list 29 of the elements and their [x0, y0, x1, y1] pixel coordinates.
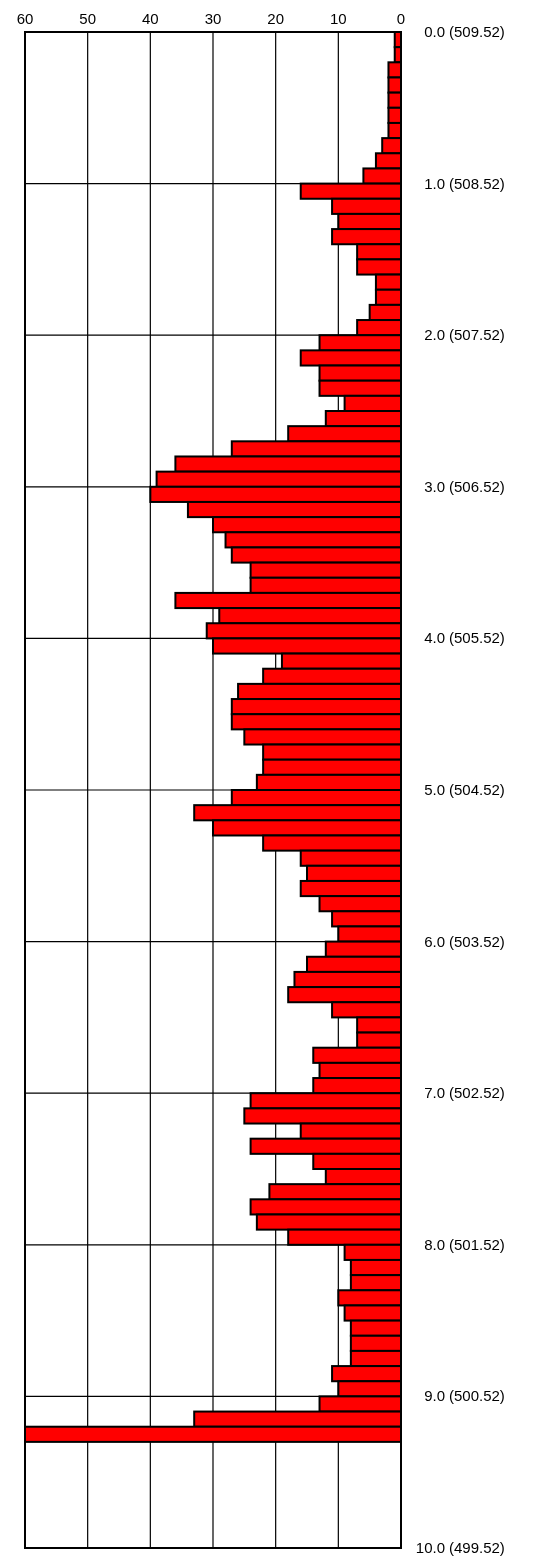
x-tick-label: 0 — [396, 10, 406, 27]
y2-tick-label: (500.52) — [449, 1387, 505, 1405]
y-tick-label: 0.0 — [424, 23, 445, 40]
y2-tick-label: (505.52) — [449, 629, 505, 647]
x-tick-label: 60 — [16, 10, 34, 27]
y-tick-label: 3.0 — [424, 477, 445, 495]
x-tick-label: 50 — [79, 10, 97, 27]
y-tick-label: 2.0 — [424, 326, 445, 344]
y-tick-label: 8.0 — [424, 1235, 445, 1253]
y-tick-label: 6.0 — [424, 932, 445, 950]
x-tick-label: 10 — [329, 10, 347, 27]
y-tick-label: 7.0 — [424, 1084, 445, 1102]
y2-tick-label: (503.52) — [449, 932, 505, 950]
y2-tick-label: (501.52) — [449, 1235, 505, 1253]
y-tick-label: 10.0 — [415, 1539, 445, 1556]
x-tick-label: 20 — [267, 10, 285, 27]
y2-tick-label: (509.52) — [449, 23, 505, 40]
y2-tick-label: (499.52) — [449, 1539, 505, 1556]
y2-tick-label: (502.52) — [449, 1084, 505, 1102]
y2-tick-label: (504.52) — [449, 781, 505, 798]
y-tick-label: 5.0 — [424, 781, 445, 798]
y-tick-label: 4.0 — [424, 629, 445, 647]
x-tick-label: 40 — [141, 10, 159, 27]
y2-tick-label: (507.52) — [449, 326, 505, 344]
y-tick-label: 9.0 — [424, 1387, 445, 1405]
y-tick-label: 1.0 — [424, 174, 445, 192]
x-tick-label: 30 — [204, 10, 222, 27]
y2-tick-label: (508.52) — [449, 174, 505, 192]
y2-tick-label: (506.52) — [449, 477, 505, 495]
